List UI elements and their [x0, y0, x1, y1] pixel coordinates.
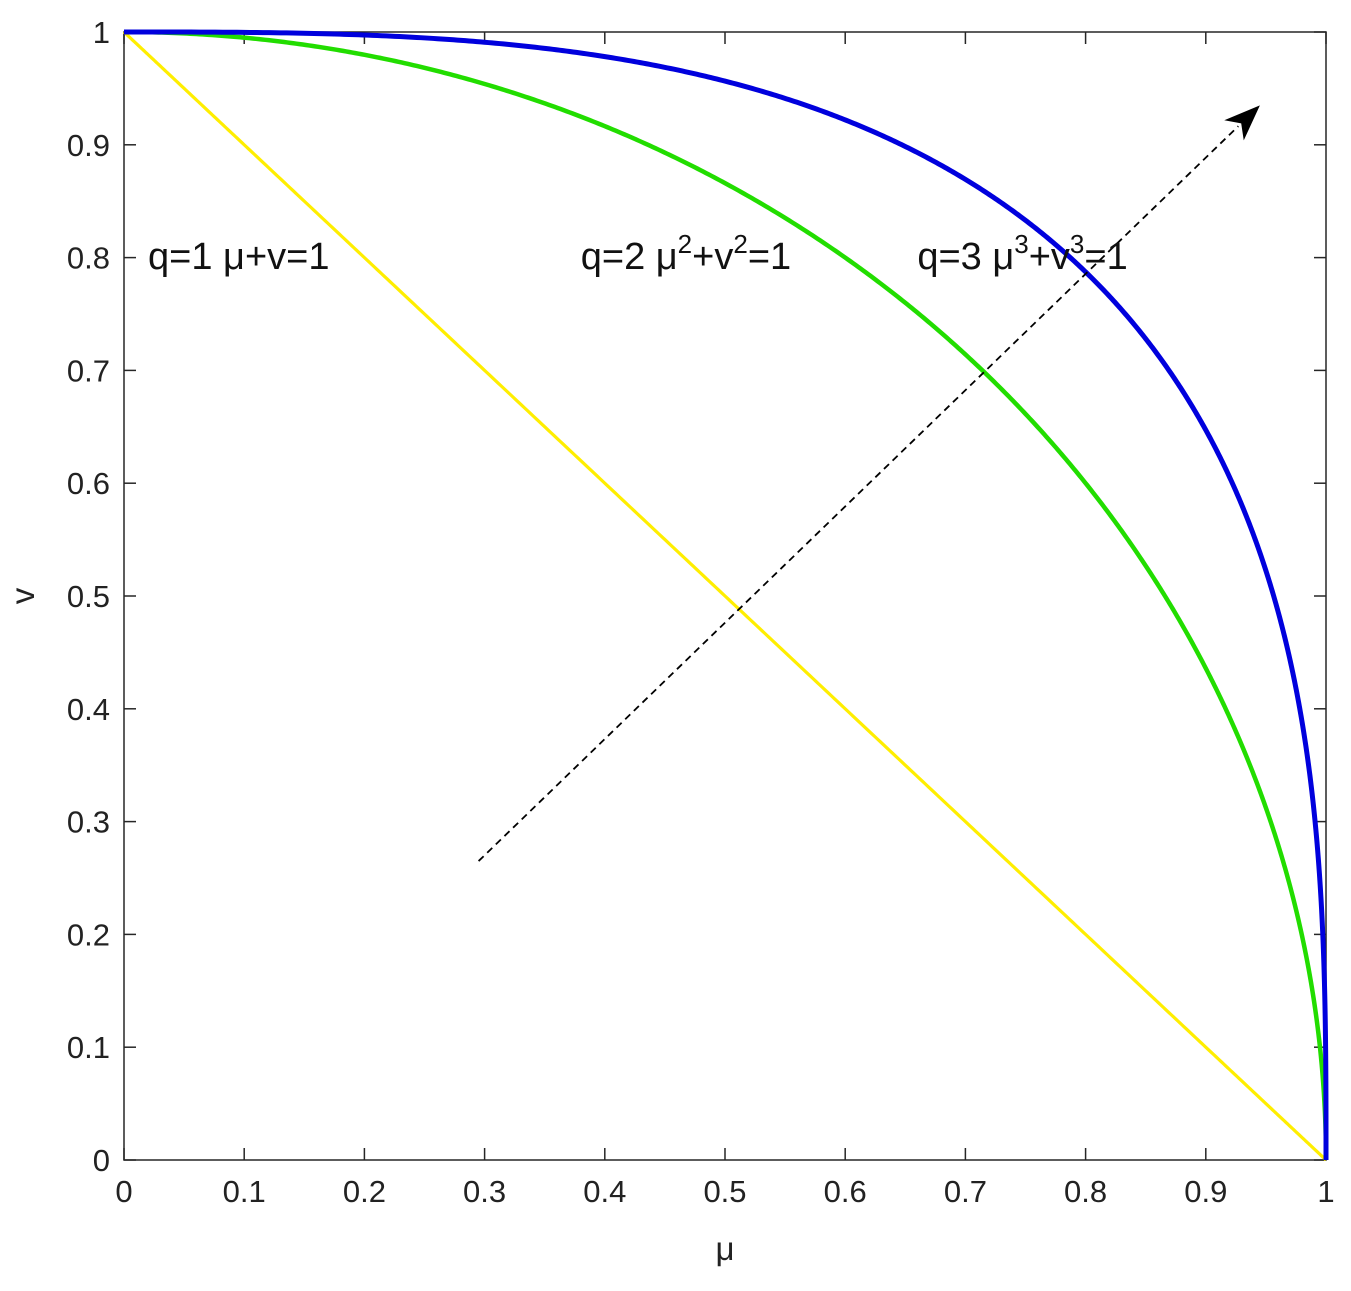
- x-tick-label: 0.7: [944, 1174, 987, 1209]
- y-tick-label: 0.9: [67, 128, 110, 163]
- x-tick-label: 0.5: [703, 1174, 746, 1209]
- arrow-shaft: [477, 125, 1239, 862]
- annotations: q=1 μ+v=1 q=2 μ2+v2=1 q=3 μ3+v3=1: [148, 229, 1128, 278]
- x-tick-label: 0.6: [824, 1174, 867, 1209]
- arrow-head: [1224, 105, 1260, 141]
- annotation-q3: q=3 μ3+v3=1: [917, 229, 1127, 278]
- y-tick-label: 0.1: [67, 1030, 110, 1065]
- series-line-q2: [124, 29, 1329, 1160]
- annotation-part-sup1: 2: [678, 229, 692, 259]
- y-tick-label: 0.3: [67, 805, 110, 840]
- annotation-part-sup2: 3: [1070, 229, 1084, 259]
- x-tick-label: 0.8: [1064, 1174, 1107, 1209]
- y-tick-label: 0.6: [67, 466, 110, 501]
- x-tick-label: 1: [1317, 1174, 1334, 1209]
- annotation-part-mid: +v: [692, 236, 733, 278]
- series-line-q1: [122, 30, 1328, 1162]
- annotation-q1: q=1 μ+v=1: [148, 236, 329, 278]
- x-tick-label: 0.3: [463, 1174, 506, 1209]
- annotation-part-mid: +v: [1029, 236, 1070, 278]
- series-line-q3: [124, 29, 1329, 1160]
- annotation-part-suffix: =1: [1084, 236, 1127, 278]
- annotation-part-prefix: q=2 μ: [581, 236, 678, 278]
- y-tick-label: 0.2: [67, 917, 110, 952]
- y-tick-label: 0.4: [67, 692, 110, 727]
- arrow-layer: [477, 105, 1260, 862]
- x-tick-label: 0.1: [223, 1174, 266, 1209]
- y-tick-label: 0.7: [67, 353, 110, 388]
- x-axis-label: μ: [715, 1230, 734, 1267]
- y-tick-label: 0: [93, 1143, 110, 1178]
- x-tick-label: 0.4: [583, 1174, 626, 1209]
- series-layer: [122, 29, 1329, 1162]
- y-tick-label: 0.5: [67, 579, 110, 614]
- annotation-part-prefix: q=3 μ: [917, 236, 1014, 278]
- x-tick-label: 0.9: [1184, 1174, 1227, 1209]
- annotation-part-sup2: 2: [733, 229, 747, 259]
- annotation-part-suffix: =1: [748, 236, 791, 278]
- annotation-q2: q=2 μ2+v2=1: [581, 229, 791, 278]
- y-tick-label: 0.8: [67, 241, 110, 276]
- annotation-part-sup1: 3: [1014, 229, 1028, 259]
- y-axis-label: v: [4, 587, 41, 604]
- y-tick-label: 1: [93, 15, 110, 50]
- tick-labels: 0 0.1 0.2 0.3 0.4 0.5 0.6 0.7 0.8 0.9 1 0 0.1 0.2 0.3 0…: [67, 15, 1335, 1209]
- x-tick-label: 0: [115, 1174, 132, 1209]
- annotation-part-prefix: q=1 μ+v=1: [148, 236, 329, 278]
- x-tick-label: 0.2: [343, 1174, 386, 1209]
